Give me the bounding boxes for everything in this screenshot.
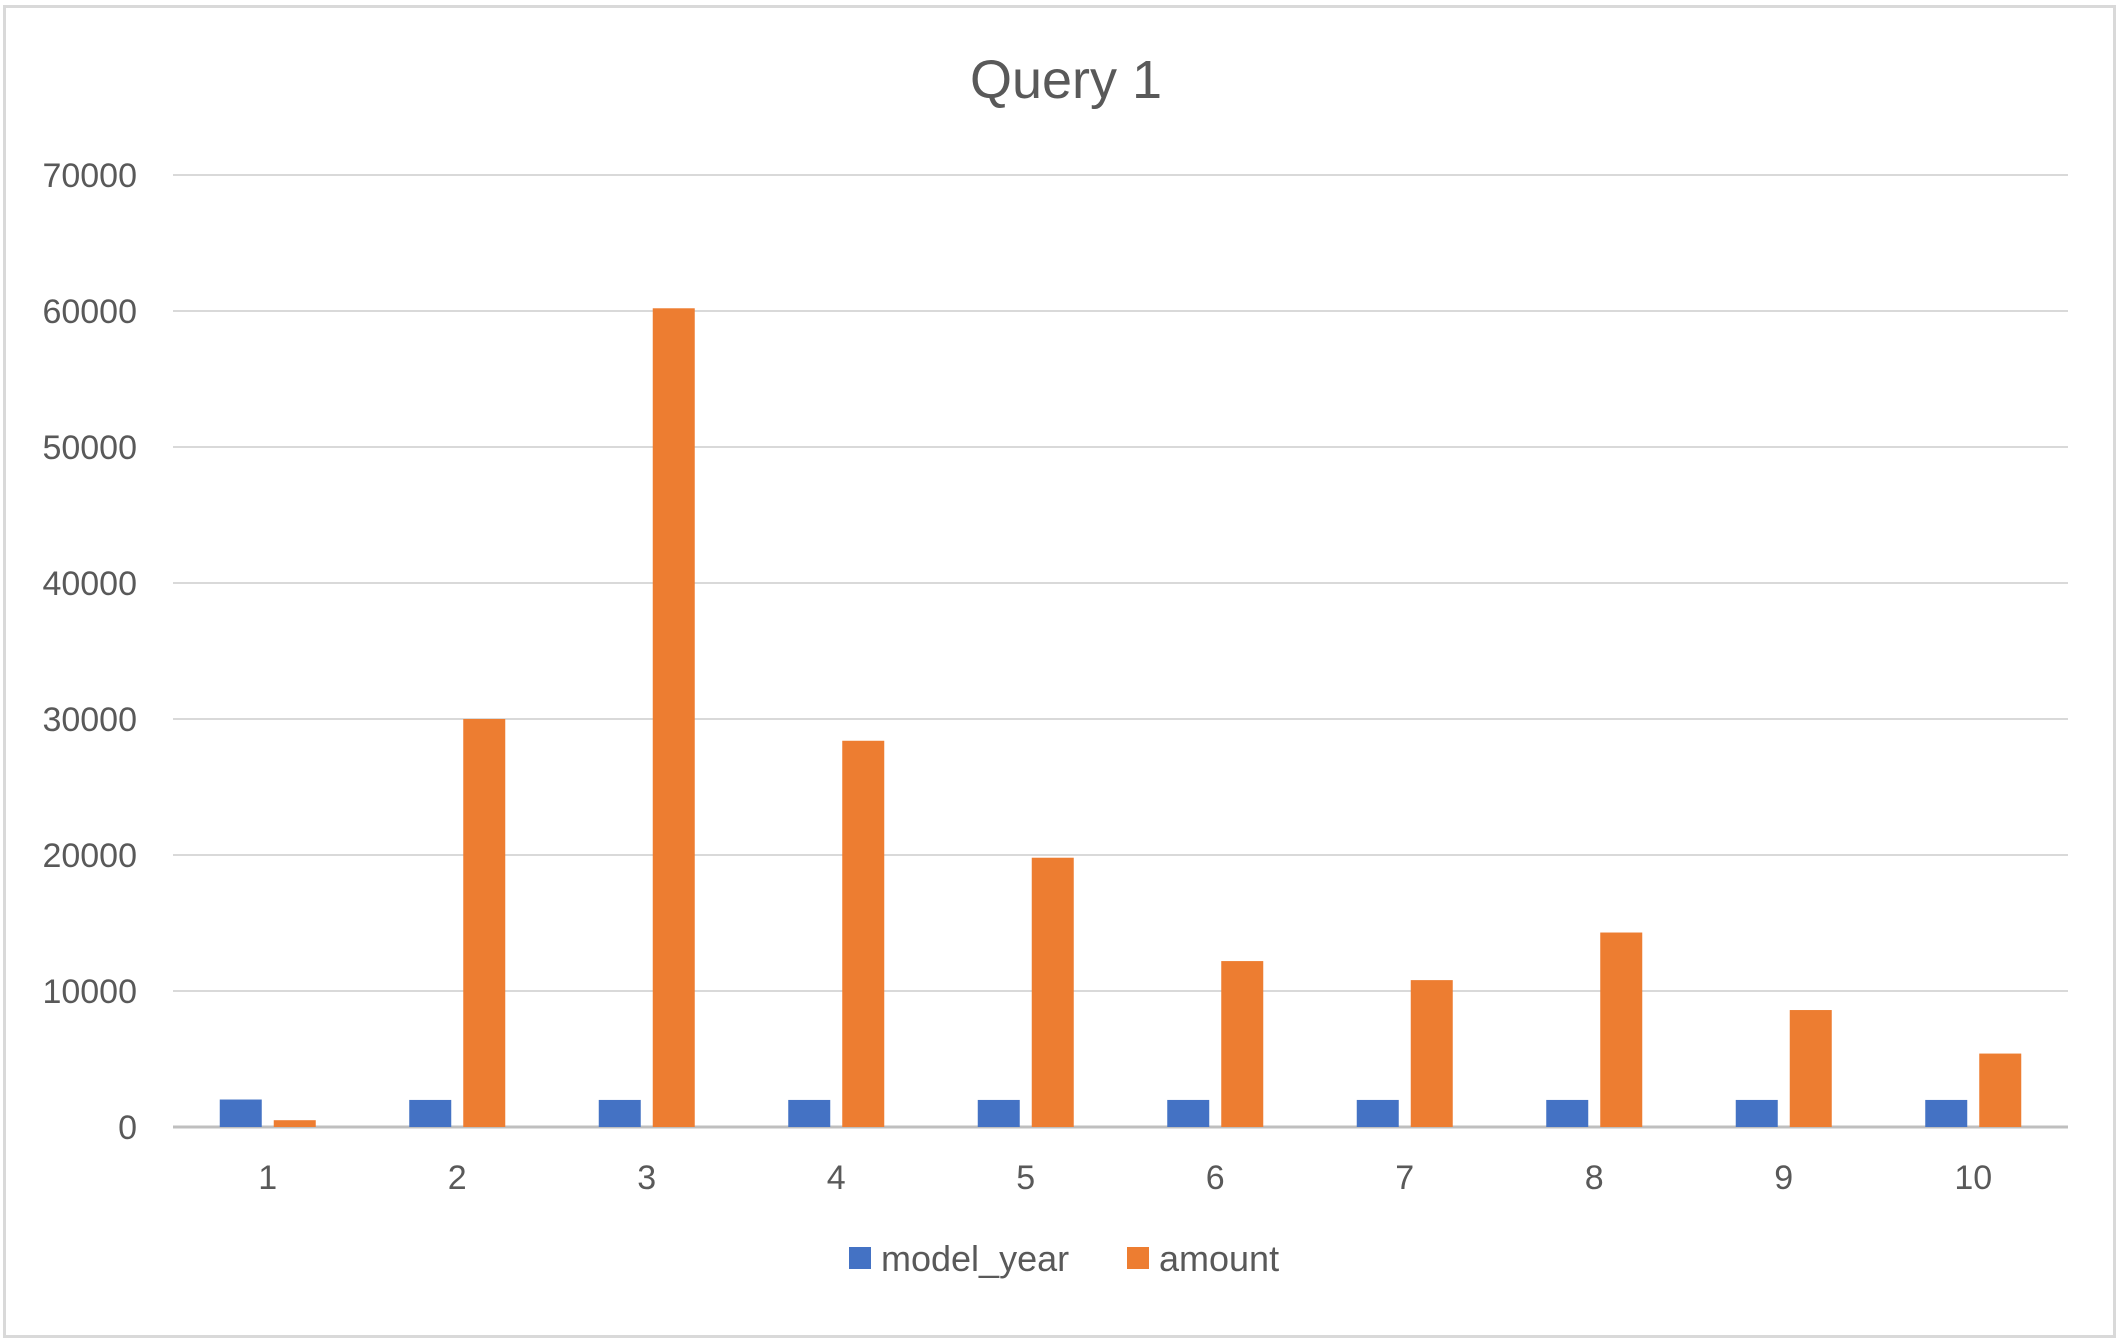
y-tick-label: 50000 [42, 429, 137, 467]
y-tick-label: 40000 [42, 565, 137, 603]
bar-model-year [1357, 1100, 1399, 1127]
bar-model-year [978, 1100, 1020, 1127]
bar-model-year [1736, 1100, 1778, 1127]
x-tick-label: 10 [1954, 1159, 1992, 1197]
y-tick-label: 20000 [42, 837, 137, 875]
x-tick-label: 7 [1395, 1159, 1414, 1197]
bar-amount [842, 741, 884, 1127]
bar-amount [653, 308, 695, 1127]
bar-model-year [1167, 1100, 1209, 1127]
y-tick-label: 30000 [42, 701, 137, 739]
bar-model-year [1925, 1100, 1967, 1127]
bar-amount [1221, 961, 1263, 1127]
chart-title: Query 1 [970, 50, 1162, 110]
bar-model-year [220, 1100, 262, 1127]
bar-model-year [409, 1100, 451, 1127]
bar-amount [1411, 980, 1453, 1127]
x-axis-tick-labels: 1 2 3 4 5 6 7 8 9 10 [258, 1159, 1992, 1197]
x-tick-label: 6 [1206, 1159, 1225, 1197]
x-tick-label: 3 [637, 1159, 656, 1197]
bar-model-year [788, 1100, 830, 1127]
bar-model-year [599, 1100, 641, 1127]
bar-amount [1979, 1054, 2021, 1127]
bar-amount [1032, 858, 1074, 1127]
legend: model_year amount [849, 1238, 1279, 1279]
bars [220, 308, 2022, 1127]
x-tick-label: 5 [1016, 1159, 1035, 1197]
y-tick-label: 10000 [42, 973, 137, 1011]
legend-label-model-year: model_year [881, 1238, 1069, 1279]
y-axis-tick-labels: 0 10000 20000 30000 40000 50000 60000 70000 [42, 157, 137, 1147]
bar-amount [463, 719, 505, 1127]
gridlines [173, 175, 2068, 1127]
x-tick-label: 8 [1585, 1159, 1604, 1197]
legend-swatch-amount [1127, 1247, 1149, 1269]
bar-amount [274, 1120, 316, 1127]
bar-amount [1600, 933, 1642, 1127]
legend-label-amount: amount [1159, 1238, 1279, 1279]
x-tick-label: 9 [1774, 1159, 1793, 1197]
bar-model-year [1546, 1100, 1588, 1127]
x-tick-label: 4 [827, 1159, 846, 1197]
y-tick-label: 60000 [42, 293, 137, 331]
x-tick-label: 1 [258, 1159, 277, 1197]
x-tick-label: 2 [448, 1159, 467, 1197]
y-tick-label: 70000 [42, 157, 137, 195]
legend-swatch-model-year [849, 1247, 871, 1269]
y-tick-label: 0 [118, 1109, 137, 1147]
bar-amount [1790, 1010, 1832, 1127]
